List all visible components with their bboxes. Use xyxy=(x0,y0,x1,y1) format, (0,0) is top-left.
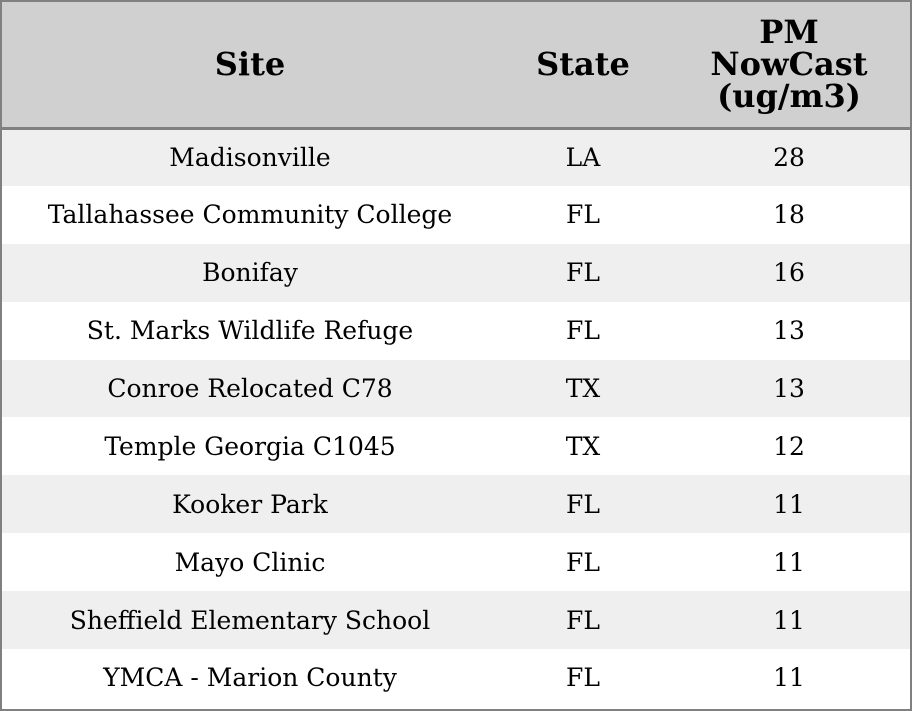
column-header-state: State xyxy=(498,2,668,130)
pm-nowcast-cell: 12 xyxy=(773,431,805,461)
state-cell: FL xyxy=(566,547,600,577)
pm-nowcast-cell: 13 xyxy=(773,316,805,346)
state-cell: FL xyxy=(566,316,600,346)
pm-nowcast-cell: 11 xyxy=(773,547,805,577)
state-cell: FL xyxy=(566,663,600,693)
site-cell: Mayo Clinic xyxy=(174,547,326,577)
table-row: Bonifay FL 16 xyxy=(2,243,910,302)
table-row: Conroe Relocated C78 TX 13 xyxy=(2,359,910,418)
column-header-state-label: State xyxy=(536,45,630,84)
site-cell: Bonifay xyxy=(202,258,298,288)
site-cell: St. Marks Wildlife Refuge xyxy=(86,316,414,346)
table-row: YMCA - Marion County FL 11 xyxy=(2,649,910,707)
table-row: Temple Georgia C1045 TX 12 xyxy=(2,417,910,476)
site-cell: YMCA - Marion County xyxy=(103,663,397,693)
table-body: Madisonville LA 28 Tallahassee Community Co… xyxy=(2,128,910,707)
column-header-site-label: Site xyxy=(214,45,286,84)
column-header-pm-nowcast: PM NowCast (ug/m3) xyxy=(668,2,910,130)
table-row: St. Marks Wildlife Refuge FL 13 xyxy=(2,301,910,360)
state-cell: TX xyxy=(565,431,601,461)
site-cell: Sheffield Elementary School xyxy=(69,605,431,635)
site-cell: Tallahassee Community College xyxy=(47,200,453,230)
column-header-site: Site xyxy=(2,2,498,130)
table-row: Kooker Park FL 11 xyxy=(2,475,910,534)
table-row: Tallahassee Community College FL 18 xyxy=(2,185,910,244)
state-cell: LA xyxy=(565,143,601,173)
pm-nowcast-cell: 16 xyxy=(773,258,805,288)
site-cell: Madisonville xyxy=(169,143,331,173)
pm-nowcast-cell: 11 xyxy=(773,489,805,519)
column-header-pm-line-1: PM xyxy=(759,13,819,52)
column-header-pm-line-3: (ug/m3) xyxy=(717,77,861,116)
pm-nowcast-cell: 28 xyxy=(773,143,805,173)
site-cell: Kooker Park xyxy=(172,489,328,519)
state-cell: TX xyxy=(565,374,601,403)
pm-nowcast-cell: 18 xyxy=(773,200,805,230)
site-cell: Temple Georgia C1045 xyxy=(104,431,396,461)
pm-nowcast-cell: 11 xyxy=(773,663,805,693)
site-cell: Conroe Relocated C78 xyxy=(107,374,393,403)
pm-nowcast-cell: 13 xyxy=(773,374,805,403)
state-cell: FL xyxy=(566,258,600,288)
table-row: Madisonville LA 28 xyxy=(2,128,910,186)
state-cell: FL xyxy=(566,489,600,519)
column-header-pm-line-2: NowCast xyxy=(710,45,868,84)
table-row: Sheffield Elementary School FL 11 xyxy=(2,591,910,650)
state-cell: FL xyxy=(566,605,600,635)
pm-nowcast-cell: 11 xyxy=(773,605,805,635)
table-row: Mayo Clinic FL 11 xyxy=(2,533,910,592)
table-header-row: Site State PM NowCast (ug/m3) xyxy=(2,2,910,130)
state-cell: FL xyxy=(566,200,600,230)
